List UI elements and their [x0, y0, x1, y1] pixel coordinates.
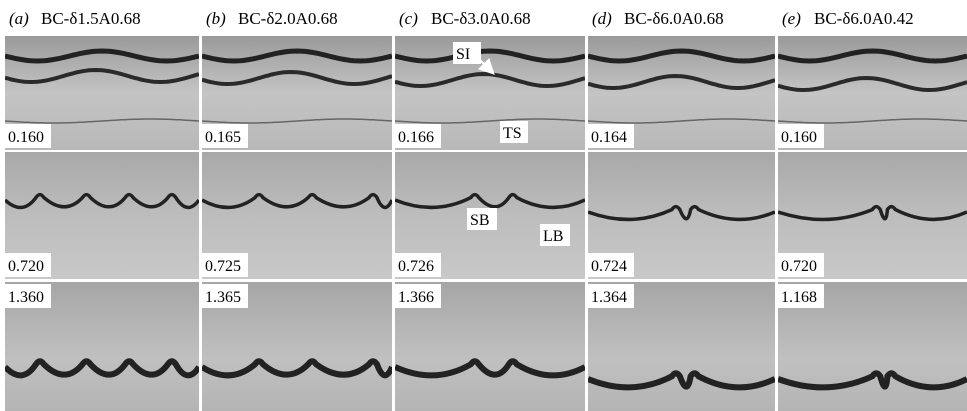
panel-label: (e): [782, 9, 801, 28]
annotation: SI: [456, 46, 470, 63]
panel-title: BC-δ3.0A0.68: [431, 9, 531, 28]
panel-label: (a): [9, 9, 29, 28]
panel-title: BC-δ6.0A0.68: [624, 9, 724, 28]
time-label: 1.364: [591, 289, 627, 306]
panel-title: BC-δ6.0A0.42: [814, 9, 914, 28]
panel-label: (d): [592, 9, 612, 28]
annotation: LB: [543, 228, 563, 245]
figure: (a) BC-δ1.5A0.68 0.160 0.720 1.360 (b) BC-δ2.0…: [0, 0, 967, 411]
annotation: TS: [503, 125, 522, 142]
annotation: SB: [470, 212, 490, 229]
time-label: 0.166: [398, 129, 434, 146]
time-label: 1.360: [8, 289, 44, 306]
time-label: 0.164: [591, 129, 627, 146]
panel-label: (b): [206, 9, 226, 28]
time-label: 0.160: [781, 129, 817, 146]
time-label: 1.365: [205, 289, 241, 306]
time-label: 0.724: [591, 258, 627, 275]
panel-title: BC-δ2.0A0.68: [238, 9, 338, 28]
time-label: 0.726: [398, 258, 434, 275]
time-label: 0.725: [205, 258, 241, 275]
time-label: 0.720: [8, 258, 44, 275]
time-label: 1.366: [398, 289, 434, 306]
panel-label: (c): [399, 9, 418, 28]
panel-title: BC-δ1.5A0.68: [41, 9, 141, 28]
time-label: 1.168: [781, 289, 817, 306]
time-label: 0.165: [205, 129, 241, 146]
time-label: 0.720: [781, 258, 817, 275]
time-label: 0.160: [8, 129, 44, 146]
